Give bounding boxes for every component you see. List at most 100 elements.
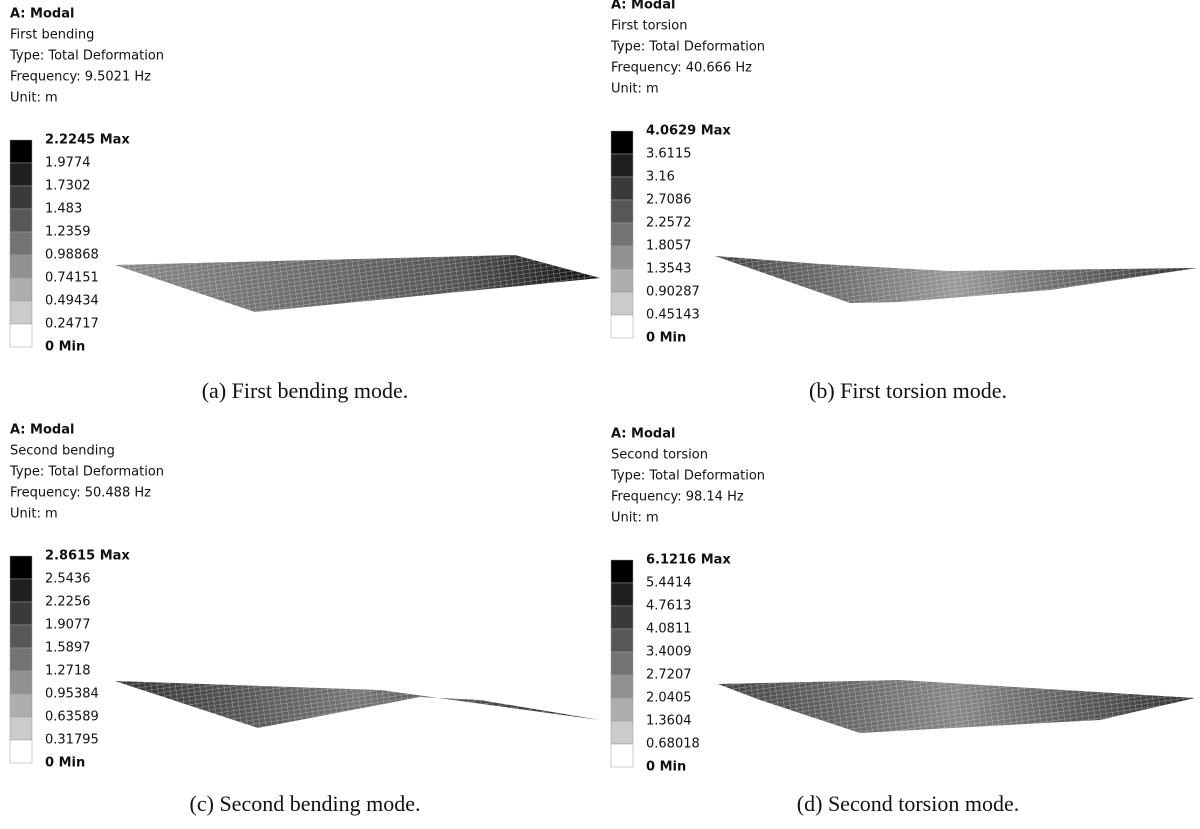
legend-label: 2.7086 <box>646 193 692 208</box>
header-line: A: Modal <box>10 423 74 438</box>
legend-label: 0.31795 <box>45 733 99 748</box>
legend-label: 1.7302 <box>45 179 91 194</box>
legend-label: 1.9774 <box>45 156 91 171</box>
legend-band <box>611 200 633 223</box>
legend-label: 0.95384 <box>45 687 99 702</box>
legend-label: 0 Min <box>646 760 686 775</box>
legend-band <box>611 652 633 675</box>
legend-label: 3.6115 <box>646 147 692 162</box>
legend-label: 1.9077 <box>45 618 91 633</box>
header-line: Unit: m <box>611 511 659 526</box>
legend-label: 0 Min <box>45 340 85 355</box>
legend-label: 0.45143 <box>646 308 700 323</box>
legend-band <box>611 583 633 606</box>
header-line: Unit: m <box>10 507 58 522</box>
legend-band <box>611 721 633 744</box>
legend-band <box>10 140 32 163</box>
legend-band <box>611 223 633 246</box>
header-line: Second bending <box>10 444 115 459</box>
header-line: Frequency: 40.666 Hz <box>611 61 752 76</box>
legend-label: 2.0405 <box>646 691 692 706</box>
legend-label: 2.5436 <box>45 572 91 587</box>
legend-label: 1.2718 <box>45 664 91 679</box>
legend-band <box>611 269 633 292</box>
header-line: A: Modal <box>611 427 675 442</box>
legend-label: 0 Min <box>646 331 686 346</box>
mode-mesh <box>115 681 600 728</box>
legend-band <box>611 246 633 269</box>
header-line: Type: Total Deformation <box>9 465 164 480</box>
legend-band <box>10 648 32 671</box>
legend-label: 3.16 <box>646 170 675 185</box>
legend-band <box>10 602 32 625</box>
legend-label: 0.90287 <box>646 285 700 300</box>
legend-label: 4.0629 Max <box>646 124 731 139</box>
legend-band <box>10 740 32 763</box>
header-line: A: Modal <box>611 0 675 13</box>
legend-band <box>10 232 32 255</box>
legend-label: 2.2256 <box>45 595 91 610</box>
header-line: Frequency: 98.14 Hz <box>611 490 744 505</box>
legend-band <box>10 625 32 648</box>
mode-mesh <box>715 256 1197 303</box>
legend-band <box>611 606 633 629</box>
legend-band <box>611 698 633 721</box>
legend-band <box>611 131 633 154</box>
legend-label: 1.3543 <box>646 262 692 277</box>
header-line: Type: Total Deformation <box>610 40 765 55</box>
legend-label: 2.2572 <box>646 216 692 231</box>
caption: (d) Second torsion mode. <box>797 791 1019 816</box>
legend-band <box>611 154 633 177</box>
legend-band <box>611 744 633 767</box>
legend-label: 2.8615 Max <box>45 549 130 564</box>
header-line: A: Modal <box>10 7 74 22</box>
legend-band <box>10 556 32 579</box>
legend-band <box>10 186 32 209</box>
legend-band <box>611 177 633 200</box>
legend-label: 0.98868 <box>45 248 99 263</box>
mode-mesh <box>115 255 600 312</box>
header-line: Unit: m <box>10 91 58 106</box>
legend-band <box>611 292 633 315</box>
legend-label: 1.8057 <box>646 239 692 254</box>
legend-band <box>10 278 32 301</box>
header-line: Frequency: 50.488 Hz <box>10 486 151 501</box>
legend-band <box>10 324 32 347</box>
legend-band <box>10 209 32 232</box>
legend-label: 6.1216 Max <box>646 553 731 568</box>
legend-label: 5.4414 <box>646 576 692 591</box>
legend-label: 3.4009 <box>646 645 692 660</box>
legend-label: 4.7613 <box>646 599 692 614</box>
header-line: Type: Total Deformation <box>9 49 164 64</box>
legend-label: 1.2359 <box>45 225 91 240</box>
header-line: Unit: m <box>611 82 659 97</box>
legend-label: 2.7207 <box>646 668 692 683</box>
header-line: First torsion <box>611 19 687 34</box>
legend-label: 0.74151 <box>45 271 99 286</box>
header-line: Frequency: 9.5021 Hz <box>10 70 151 85</box>
header-line: Type: Total Deformation <box>610 469 765 484</box>
legend-label: 1.483 <box>45 202 82 217</box>
legend-band <box>611 675 633 698</box>
legend-label: 1.5897 <box>45 641 91 656</box>
legend-band <box>10 694 32 717</box>
legend-band <box>10 579 32 602</box>
legend-band <box>10 301 32 324</box>
legend-band <box>10 163 32 186</box>
legend-band <box>10 255 32 278</box>
legend-label: 0 Min <box>45 756 85 771</box>
legend-band <box>611 629 633 652</box>
legend-band <box>10 671 32 694</box>
legend-band <box>10 717 32 740</box>
legend-label: 4.0811 <box>646 622 692 637</box>
legend-label: 2.2245 Max <box>45 133 130 148</box>
header-line: First bending <box>10 28 94 43</box>
caption: (c) Second bending mode. <box>190 791 421 816</box>
figure: A: Modal First bending Type: Total Deforma… <box>0 0 1200 829</box>
legend-label: 0.24717 <box>45 317 99 332</box>
legend-band <box>611 315 633 338</box>
legend-label: 0.68018 <box>646 737 700 752</box>
legend-band <box>611 560 633 583</box>
legend-label: 0.49434 <box>45 294 99 309</box>
legend-label: 0.63589 <box>45 710 99 725</box>
